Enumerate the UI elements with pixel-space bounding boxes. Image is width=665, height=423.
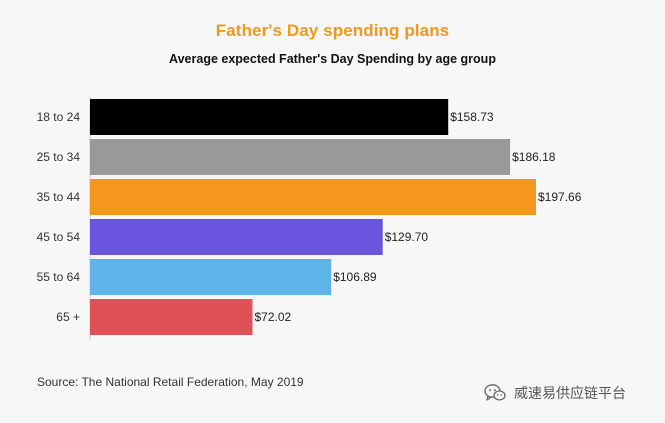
bar-5 xyxy=(90,299,253,335)
bar-1 xyxy=(90,139,511,175)
value-label: $197.66 xyxy=(538,190,582,204)
category-label: 18 to 24 xyxy=(37,110,81,124)
bar-0 xyxy=(90,99,449,135)
category-label: 35 to 44 xyxy=(37,190,81,204)
value-label: $186.18 xyxy=(512,150,556,164)
source-note: Source: The National Retail Federation, … xyxy=(37,375,304,389)
value-label: $129.70 xyxy=(385,230,429,244)
watermark-text: 威速易供应链平台 xyxy=(514,386,626,402)
bar-3 xyxy=(90,219,383,255)
value-label: $106.89 xyxy=(333,270,377,284)
bar-4 xyxy=(90,259,332,295)
watermark: 威速易供应链平台 xyxy=(484,383,626,403)
chart-title: Father's Day spending plans xyxy=(215,21,450,40)
category-label: 65 + xyxy=(56,310,80,324)
category-label: 55 to 64 xyxy=(37,270,81,284)
category-label: 25 to 34 xyxy=(37,150,81,164)
wechat-icon xyxy=(484,384,506,401)
chart-subtitle: Average expected Father's Day Spending b… xyxy=(169,52,496,66)
value-label: $72.02 xyxy=(255,310,292,324)
value-label: $158.73 xyxy=(450,110,494,124)
bar-2 xyxy=(90,179,536,215)
category-label: 45 to 54 xyxy=(37,230,81,244)
